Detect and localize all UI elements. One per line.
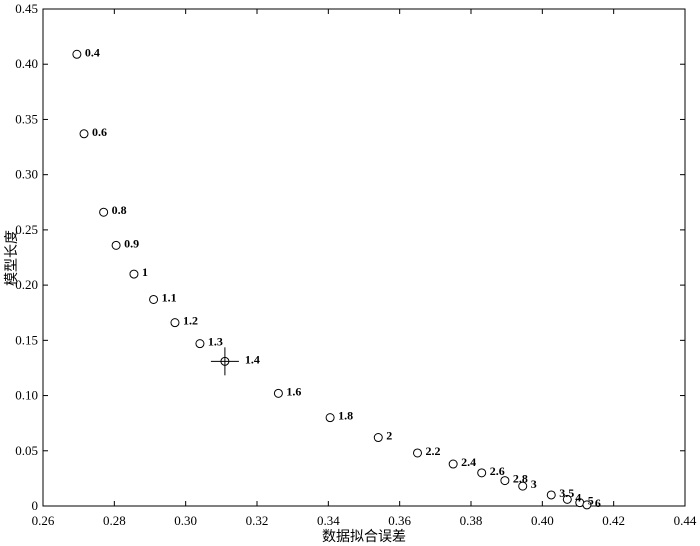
x-tick-label: 0.42 [602,513,625,528]
data-point-labels: 0.4 0.6 0.8 0.9 1 1.1 1.2 1.3 1.4 1.6 1.8 2 2.2 2.4 2.… [85,45,601,510]
data-point-label: 0.6 [92,125,107,139]
data-point-label: 0.8 [112,203,127,217]
data-point [170,318,180,328]
data-point [500,476,510,486]
data-point [195,339,205,349]
data-point [582,500,592,510]
y-axis-title: 模型长度 [4,230,20,286]
x-tick-label: 0.44 [674,513,697,528]
y-tick-label: 0.15 [15,332,38,347]
y-tick-label: 0.05 [15,443,38,458]
data-point-label: 3 [531,477,537,491]
y-tick-label: 0.25 [15,222,38,237]
data-point-label: 1.4 [245,352,260,366]
x-tick-label: 0.26 [32,513,55,528]
x-tick-label: 0.32 [246,513,269,528]
x-tick-label: 0.34 [317,513,340,528]
data-point [477,468,487,478]
data-point-label: 1 [142,265,148,279]
data-point-label: 1.1 [162,290,177,304]
y-tick-label: 0.20 [15,277,38,292]
data-point [448,459,458,469]
y-tick-label: 0.45 [15,1,38,16]
x-axis-title: 数据拟合误差 [322,529,406,545]
x-tick-label: 0.30 [174,513,197,528]
axis-ticks [42,8,686,507]
data-point-label: 1.2 [183,314,198,328]
data-point [273,388,283,398]
data-point [79,129,89,139]
data-point-label: 3.5 [559,486,574,500]
data-point [546,490,556,500]
x-tick-label: 0.38 [460,513,483,528]
data-point [99,207,109,217]
x-tick-label: 0.40 [531,513,554,528]
data-point [413,448,422,458]
data-point-label: 0.4 [85,45,100,59]
data-point-label: 2.8 [513,472,528,486]
y-tick-label: 0 [32,498,39,513]
data-point [149,294,159,304]
data-point [72,49,82,59]
data-point-label: 1.8 [338,409,353,423]
y-tick-label: 0.30 [15,167,38,182]
data-point [562,494,572,504]
axis-tick-labels: 0.26 0.28 0.30 0.32 0.34 0.36 0.38 0.40 0.42 0.44… [15,1,697,528]
y-tick-label: 0.40 [15,56,38,71]
data-points [72,49,592,510]
data-point-label: 4 [575,490,581,504]
data-point-label: 6 [595,496,601,510]
y-tick-label: 0.10 [15,388,38,403]
x-tick-label: 0.36 [388,513,411,528]
data-point-label: 5 [588,494,594,508]
data-point-label: 2.4 [461,455,476,469]
data-point [111,240,121,250]
data-point-label: 2.2 [426,444,441,458]
data-point [518,481,528,491]
x-tick-label: 0.28 [103,513,126,528]
data-point-label: 2 [386,429,392,443]
data-point-label: 1.3 [208,335,223,349]
data-point [325,413,335,423]
data-point-label: 2.6 [490,464,505,478]
y-tick-label: 0.35 [15,111,38,126]
data-point [129,269,139,279]
data-point-label: 1.6 [286,384,301,398]
data-point-label: 0.9 [124,236,139,250]
data-point [373,433,383,443]
plot-frame [42,8,686,507]
